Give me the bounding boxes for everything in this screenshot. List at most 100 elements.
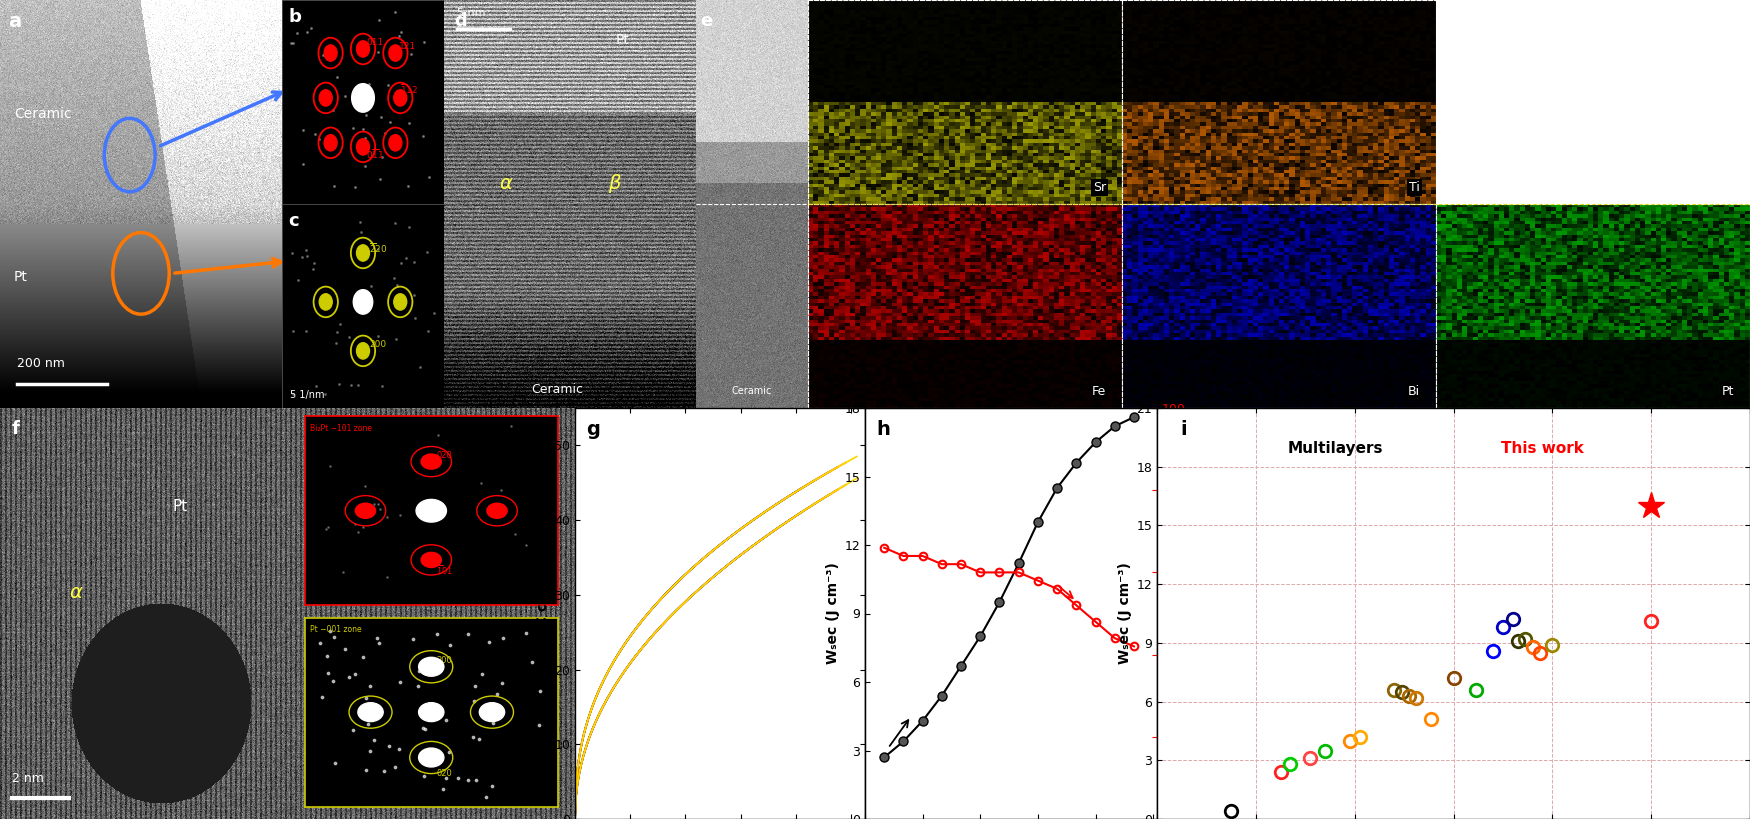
Point (382, 6, 410, 19)
Point (292, 250, 320, 263)
Point (382, 333, 410, 346)
Text: $\alpha$: $\alpha$ (68, 583, 84, 603)
Text: e: e (700, 12, 712, 30)
Y-axis label: P (μC cm⁻²): P (μC cm⁻²) (536, 569, 550, 658)
Text: Pt: Pt (616, 33, 630, 47)
Point (346, 338, 374, 351)
Text: $\beta$: $\beta$ (607, 172, 621, 195)
Point (364, 45, 392, 58)
Y-axis label: η (%): η (%) (1190, 593, 1204, 634)
Point (301, 256, 329, 269)
Point (415, 324, 443, 337)
Point (366, 14, 394, 27)
Circle shape (388, 45, 402, 61)
Text: h: h (877, 420, 891, 439)
Text: d: d (453, 12, 467, 30)
Circle shape (318, 294, 332, 310)
Point (320, 179, 348, 192)
Text: Multilayers: Multilayers (1288, 441, 1382, 456)
Point (318, 103, 346, 116)
Point (278, 247, 306, 260)
Point (299, 263, 327, 276)
Text: f: f (12, 420, 19, 438)
Point (341, 180, 369, 193)
Point (326, 318, 354, 331)
Point (420, 306, 448, 319)
Text: a: a (9, 12, 21, 31)
Point (385, 30, 413, 43)
Point (289, 124, 317, 137)
Point (301, 128, 329, 141)
Text: Ceramic: Ceramic (532, 382, 583, 396)
Point (394, 180, 422, 193)
Point (276, 37, 304, 50)
Text: Pt: Pt (1722, 385, 1734, 398)
Point (368, 111, 396, 124)
Y-axis label: Wₛec (J cm⁻³): Wₛec (J cm⁻³) (826, 563, 840, 664)
Point (334, 330, 362, 343)
Point (397, 48, 425, 61)
Text: $\overline{2}$20: $\overline{2}$20 (369, 242, 388, 256)
Point (399, 256, 427, 269)
Point (382, 217, 410, 230)
Circle shape (357, 245, 369, 261)
Point (312, 387, 340, 400)
Y-axis label: Wₛec (J cm⁻³): Wₛec (J cm⁻³) (1118, 563, 1132, 664)
Text: 200 nm: 200 nm (18, 357, 65, 370)
Point (410, 35, 438, 48)
Point (371, 126, 399, 139)
Circle shape (324, 45, 338, 61)
Text: Bi: Bi (1409, 385, 1421, 398)
Point (374, 79, 402, 92)
Point (340, 122, 368, 135)
Point (380, 271, 408, 284)
Text: Ceramic: Ceramic (732, 386, 772, 396)
Point (413, 246, 441, 259)
Text: g: g (586, 420, 600, 439)
Point (304, 133, 332, 146)
Point (292, 325, 320, 338)
Point (383, 278, 411, 292)
Point (355, 78, 383, 91)
Point (278, 324, 306, 337)
Point (346, 225, 374, 238)
Point (380, 141, 408, 154)
Text: c: c (289, 212, 299, 230)
Point (352, 108, 380, 121)
Circle shape (394, 294, 406, 310)
Point (292, 25, 320, 38)
Circle shape (357, 342, 369, 359)
Point (406, 360, 434, 373)
Point (376, 115, 404, 129)
Text: i: i (1181, 420, 1186, 439)
Circle shape (352, 84, 374, 112)
Point (292, 243, 320, 256)
Text: 5 1/nm: 5 1/nm (290, 390, 324, 400)
Point (289, 251, 317, 264)
Circle shape (318, 90, 332, 106)
Point (322, 336, 350, 349)
Point (387, 256, 415, 269)
Text: This work: This work (1502, 441, 1584, 456)
Point (401, 288, 429, 301)
Point (331, 89, 359, 102)
Point (284, 274, 312, 287)
Point (346, 215, 374, 229)
Circle shape (357, 138, 369, 155)
Point (415, 170, 443, 183)
Text: Fe: Fe (1092, 385, 1106, 398)
Text: 121: 121 (399, 42, 416, 51)
Point (392, 251, 420, 265)
Circle shape (354, 290, 373, 314)
Point (348, 123, 376, 136)
Point (280, 37, 308, 50)
Point (394, 117, 422, 130)
Point (322, 70, 350, 84)
Point (338, 378, 366, 391)
Point (357, 279, 385, 292)
Text: 200: 200 (369, 340, 387, 349)
Text: Pt: Pt (173, 499, 187, 514)
Point (298, 21, 326, 34)
Point (369, 151, 397, 164)
Text: $\alpha$: $\alpha$ (499, 174, 514, 193)
